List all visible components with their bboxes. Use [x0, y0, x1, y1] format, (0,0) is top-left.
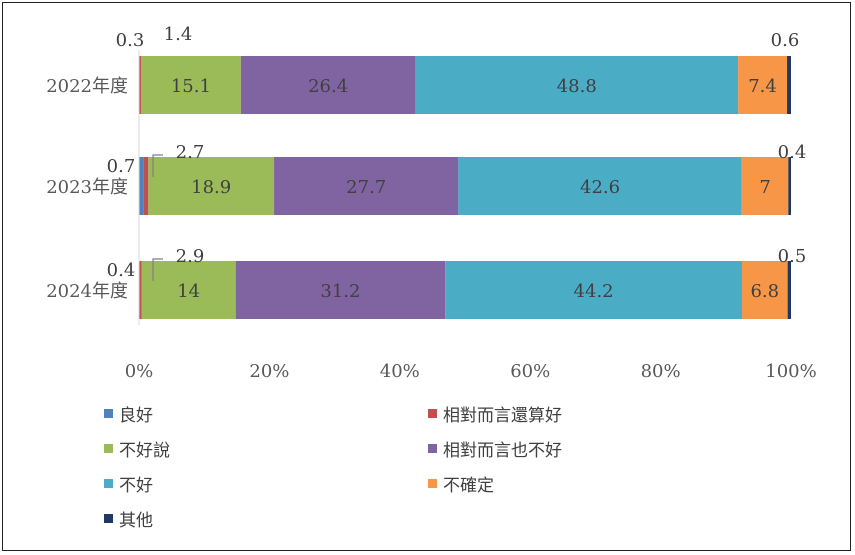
bar-segment — [741, 157, 789, 215]
legend-swatch — [428, 409, 437, 418]
bar-segment — [143, 157, 149, 215]
callout-label: 0.6 — [771, 30, 800, 51]
x-tick-label: 0% — [125, 361, 154, 382]
x-tick-label: 20% — [249, 361, 289, 382]
x-axis: 0% 20% 40% 60% 80% 100% — [125, 50, 817, 382]
segment-label: 48.8 — [557, 76, 597, 97]
legend-item: 不確定 — [428, 471, 494, 496]
bar-segment — [787, 56, 791, 114]
bar-segment — [139, 157, 144, 215]
legend-item: 相對而言也不好 — [428, 436, 562, 461]
segment-label: 14 — [177, 281, 200, 302]
segment-label: 44.2 — [574, 281, 614, 302]
bar-segment — [787, 261, 791, 319]
segment-label: 7 — [759, 177, 770, 198]
callout-label: 0.4 — [107, 260, 136, 281]
callout-leader — [152, 258, 163, 281]
bar-segment — [458, 157, 742, 215]
segment-label: 6.8 — [750, 281, 779, 302]
bar-segment — [274, 157, 459, 215]
legend-label: 相對而言也不好 — [443, 441, 562, 461]
legend-swatch — [428, 444, 437, 453]
callout-label: 0.5 — [778, 246, 807, 267]
bar-segment — [148, 157, 275, 215]
callout-leader — [152, 154, 163, 177]
segment-label: 42.6 — [580, 177, 620, 198]
legend-label: 良好 — [119, 406, 153, 426]
legend-label: 不好說 — [119, 441, 170, 461]
legend-swatch — [104, 479, 113, 488]
bar-segment — [235, 261, 446, 319]
callout-label: 2.9 — [176, 246, 205, 267]
bars-group — [139, 56, 791, 319]
segment-label: 27.7 — [346, 177, 386, 198]
legend-swatch — [104, 514, 113, 523]
legend-item: 不好說 — [104, 436, 170, 461]
callout-label: 1.4 — [164, 24, 193, 45]
legend-swatch — [104, 409, 113, 418]
segment-label: 15.1 — [171, 76, 211, 97]
bar-segment — [738, 56, 788, 114]
callout-label: 0.3 — [116, 30, 145, 51]
legend-item: 相對而言還算好 — [428, 401, 562, 426]
bar-segment — [240, 56, 416, 114]
bar-segment — [741, 261, 788, 319]
bar-segment — [139, 56, 141, 114]
legend-item: 其他 — [104, 506, 153, 531]
segment-label: 7.4 — [748, 76, 777, 97]
legend-label: 不好 — [119, 476, 153, 496]
legend-swatch — [104, 444, 113, 453]
segment-label: 18.9 — [191, 177, 231, 198]
legend-item: 良好 — [104, 401, 153, 426]
category-label: 2023年度 — [46, 177, 128, 198]
callout-label: 2.7 — [176, 142, 205, 163]
bar-segment — [788, 157, 791, 215]
legend-item: 不好 — [104, 471, 153, 496]
legend-label: 相對而言還算好 — [443, 406, 562, 426]
x-tick-label: 60% — [510, 361, 550, 382]
legend-label: 其他 — [119, 511, 153, 531]
labels-group: 15.1 26.4 48.8 7.4 2022年度 0.3 1.4 0.6 18.9 27.7 42… — [46, 24, 806, 302]
bar-segment — [445, 261, 742, 319]
category-label: 2022年度 — [46, 76, 128, 97]
category-label: 2024年度 — [46, 281, 128, 302]
bar-segment — [139, 261, 142, 319]
x-tick-label: 80% — [641, 361, 681, 382]
bar-segment — [140, 56, 241, 114]
callout-label: 0.4 — [778, 142, 807, 163]
legend-label: 不確定 — [443, 476, 494, 496]
bar-segment — [415, 56, 739, 114]
bar-segment — [141, 261, 236, 319]
legend-swatch — [428, 479, 437, 488]
segment-label: 26.4 — [308, 76, 348, 97]
x-tick-label: 40% — [380, 361, 420, 382]
segment-label: 31.2 — [320, 281, 360, 302]
callout-label: 0.7 — [107, 156, 136, 177]
x-tick-label: 100% — [765, 361, 816, 382]
